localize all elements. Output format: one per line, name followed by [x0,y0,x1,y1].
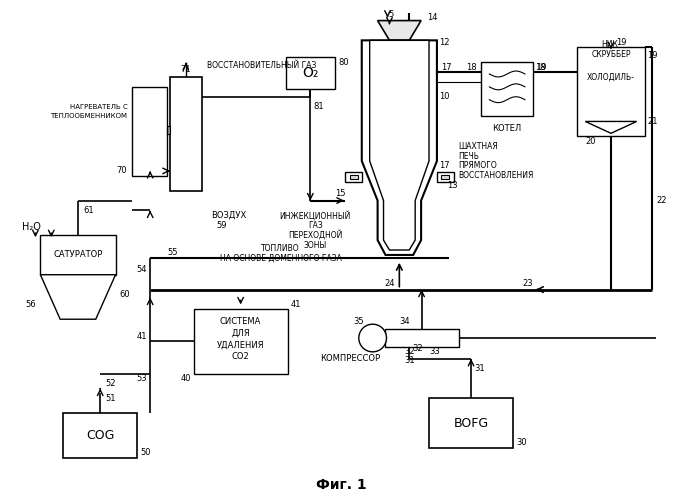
Text: 22: 22 [656,196,667,205]
Text: ВОССТАНОВИТЕЛЬНЫЙ ГАЗ: ВОССТАНОВИТЕЛЬНЫЙ ГАЗ [206,60,316,70]
Text: 81: 81 [313,102,324,111]
Text: 24: 24 [385,279,395,288]
Text: 19: 19 [536,62,546,72]
Polygon shape [370,40,429,250]
Text: ВОССТАНОВЛЕНИЯ: ВОССТАНОВЛЕНИЯ [459,172,534,180]
Bar [133,87,167,176]
Bar [482,62,533,116]
Text: ПЕЧЬ: ПЕЧЬ [459,152,479,160]
Text: ХОЛОДИЛЬ-: ХОЛОДИЛЬ- [587,72,635,82]
Text: 23: 23 [522,279,533,288]
Text: ГАЗ: ГАЗ [308,221,322,230]
Text: ВОЗДУХ: ВОЗДУХ [212,211,247,220]
Text: КОМПРЕССОР: КОМПРЕССОР [320,354,380,364]
Text: 32: 32 [413,344,423,354]
Text: Фиг. 1: Фиг. 1 [316,478,366,492]
Text: НИК-: НИК- [601,40,621,49]
Text: 15: 15 [335,189,346,198]
Text: 55: 55 [167,248,178,258]
Circle shape [359,324,387,352]
Text: CO2: CO2 [232,352,249,362]
Text: O₂: O₂ [302,66,318,80]
Polygon shape [378,20,421,40]
Text: 56: 56 [26,300,36,309]
Text: ЗОНЫ: ЗОНЫ [304,240,327,250]
Text: 19: 19 [616,38,626,47]
Text: ТОПЛИВО: ТОПЛИВО [262,244,300,252]
Bar [285,57,335,89]
Bar [437,172,454,182]
Bar [441,175,449,179]
Bar [170,77,201,190]
Text: 20: 20 [585,136,596,145]
Text: 12: 12 [439,38,449,47]
Polygon shape [362,40,437,255]
Text: 17: 17 [439,162,449,170]
Text: ДЛЯ: ДЛЯ [232,328,250,338]
Bar [429,398,513,448]
Text: 40: 40 [180,374,191,383]
Text: 59: 59 [217,221,227,230]
Text: 5: 5 [389,10,394,19]
Text: НА ОСНОВЕ ДОМЕННОГО ГАЗА: НА ОСНОВЕ ДОМЕННОГО ГАЗА [220,254,342,262]
Text: 80: 80 [338,58,348,66]
Polygon shape [40,274,115,319]
Text: 30: 30 [516,438,527,448]
Text: 32: 32 [404,348,415,356]
Text: 18: 18 [466,62,477,72]
Bar [385,329,459,347]
Text: ПЕРЕХОДНОЙ: ПЕРЕХОДНОЙ [288,230,342,240]
Text: 10: 10 [439,92,449,101]
Text: 60: 60 [120,290,130,299]
Text: 21: 21 [647,117,658,126]
Text: 41: 41 [290,300,301,309]
Bar [194,310,288,374]
Text: НАГРЕВАТЕЛЬ С: НАГРЕВАТЕЛЬ С [70,104,128,110]
Text: 33: 33 [429,348,440,356]
Text: СИСТЕМА: СИСТЕМА [220,316,262,326]
Text: ТЕПЛООБМЕННИКОМ: ТЕПЛООБМЕННИКОМ [51,114,128,119]
Text: H₂O: H₂O [22,222,40,232]
Text: 19: 19 [647,50,658,59]
Text: BOFG: BOFG [454,416,488,430]
Text: КОТЕЛ: КОТЕЛ [492,124,522,133]
Text: 13: 13 [447,181,458,190]
Text: САТУРАТОР: САТУРАТОР [53,250,102,260]
Text: 70: 70 [117,166,128,175]
Text: 14: 14 [427,13,438,22]
Text: 41: 41 [137,332,147,341]
Text: 35: 35 [353,316,363,326]
Text: 71: 71 [180,64,191,74]
Text: 52: 52 [105,379,115,388]
Text: 54: 54 [137,266,147,274]
Bar [40,235,115,275]
Bar [345,172,362,182]
Text: СКРУББЕР: СКРУББЕР [591,50,630,58]
Text: 50: 50 [140,448,151,457]
Text: 61: 61 [83,206,94,215]
Text: 17: 17 [441,62,451,72]
Text: 51: 51 [105,394,115,403]
Bar [577,48,645,136]
Text: ШАХТНАЯ: ШАХТНАЯ [459,142,499,150]
Text: 18: 18 [535,62,546,72]
Bar [167,126,170,134]
Polygon shape [585,122,637,134]
Bar [350,175,358,179]
Bar [63,413,137,458]
Text: 31: 31 [404,356,415,366]
Text: 31: 31 [474,364,485,373]
Text: COG: COG [86,429,114,442]
Text: 53: 53 [137,374,147,383]
Text: ПРЯМОГО: ПРЯМОГО [459,162,497,170]
Text: ИНЖЕКЦИОННЫЙ: ИНЖЕКЦИОННЫЙ [279,210,351,220]
Text: УДАЛЕНИЯ: УДАЛЕНИЯ [217,340,264,349]
Text: 34: 34 [400,316,410,326]
